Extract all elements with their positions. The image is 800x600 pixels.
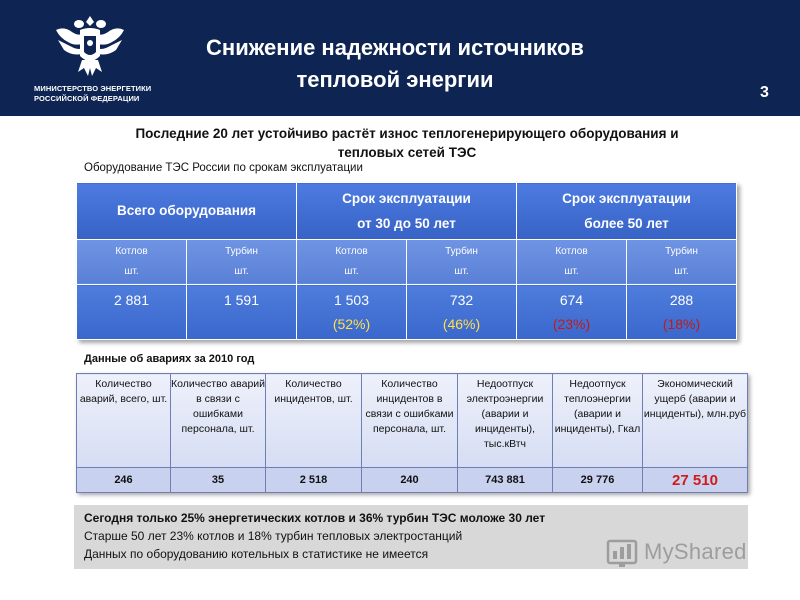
economic-damage-value: 27 510 — [642, 467, 748, 493]
equipment-subheader-row: Котлов шт. Турбин шт. Котлов шт. Турбин шт. … — [76, 238, 737, 286]
accidents-table: Количество аварий, всего, шт. Количество… — [76, 373, 748, 493]
accidents-values-row: 246 35 2 518 240 743 881 29 776 27 510 — [76, 467, 748, 493]
ministry-name: МИНИСТЕРСТВО ЭНЕРГЕТИКИ РОССИЙСКОЙ ФЕДЕР… — [34, 84, 152, 103]
equipment-values-row: 2 881 1 591 1 503 (52%) 732 (46%) 674 (23%)… — [76, 284, 737, 340]
value-cell: 674 (23%) — [516, 284, 627, 340]
summary-line: Старше 50 лет 23% котлов и 18% турбин те… — [84, 529, 463, 543]
watermark-text: MyShared — [644, 539, 747, 564]
value-cell: 2 518 — [265, 467, 362, 493]
value-cell: 246 — [76, 467, 171, 493]
header-age-30-50: Срок эксплуатации от 30 до 50 лет — [296, 182, 517, 240]
equipment-table: Всего оборудования Срок эксплуатации от … — [76, 182, 737, 340]
header-cell: Количество аварий, всего, шт. — [76, 373, 171, 468]
subheader-cell: Турбин шт. — [626, 238, 737, 286]
header-banner: МИНИСТЕРСТВО ЭНЕРГЕТИКИ РОССИЙСКОЙ ФЕДЕР… — [0, 0, 800, 116]
percent-label: (52%) — [332, 316, 371, 333]
header-cell: Недоотпуск теплоэнергии (аварии и инциде… — [552, 373, 643, 468]
percent-label: (23%) — [552, 316, 591, 333]
header-age-over-50: Срок эксплуатации более 50 лет — [516, 182, 737, 240]
subheader-cell: Котлов шт. — [76, 238, 187, 286]
value-cell: 743 881 — [457, 467, 553, 493]
double-headed-eagle-icon — [56, 16, 124, 76]
summary-box: Сегодня только 25% энергетических котлов… — [74, 505, 748, 569]
page-title: Снижение надежности источников тепловой … — [206, 35, 584, 92]
value-cell: 288 (18%) — [626, 284, 737, 340]
subheader-cell: Турбин шт. — [186, 238, 297, 286]
slide-subtitle: Последние 20 лет устойчиво растёт износ … — [135, 126, 679, 160]
value-cell: 1 591 — [186, 284, 297, 340]
summary-line: Данных по оборудованию котельных в стати… — [84, 547, 429, 561]
equipment-table-caption: Оборудование ТЭС России по срокам эксплу… — [84, 162, 363, 174]
accidents-table-caption: Данные об авариях за 2010 год — [84, 353, 255, 365]
header-cell: Экономический ущерб (аварии и инциденты)… — [642, 373, 748, 468]
equipment-header-row: Всего оборудования Срок эксплуатации от … — [76, 182, 737, 240]
percent-label: (18%) — [662, 316, 701, 333]
percent-label: (46%) — [442, 316, 481, 333]
slide-number: 3 — [760, 84, 769, 101]
header-cell: Количество инцидентов в связи с ошибками… — [361, 373, 458, 468]
subheader-cell: Котлов шт. — [516, 238, 627, 286]
header-total-equipment: Всего оборудования — [76, 182, 297, 240]
value-cell: 240 — [361, 467, 458, 493]
header-cell: Количество инцидентов, шт. — [265, 373, 362, 468]
bar-chart-logo-icon — [606, 539, 638, 567]
header-cell: Количество аварий в связи с ошибками пер… — [170, 373, 266, 468]
watermark: MyShared — [606, 537, 766, 569]
summary-line: Сегодня только 25% энергетических котлов… — [84, 511, 546, 525]
subheader-cell: Турбин шт. — [406, 238, 517, 286]
header-cell: Недоотпуск электроэнергии (аварии и инци… — [457, 373, 553, 468]
value-cell: 35 — [170, 467, 266, 493]
subheader-cell: Котлов шт. — [296, 238, 407, 286]
value-cell: 2 881 — [76, 284, 187, 340]
value-cell: 732 (46%) — [406, 284, 517, 340]
value-cell: 29 776 — [552, 467, 643, 493]
accidents-header-row: Количество аварий, всего, шт. Количество… — [76, 373, 748, 468]
value-cell: 1 503 (52%) — [296, 284, 407, 340]
